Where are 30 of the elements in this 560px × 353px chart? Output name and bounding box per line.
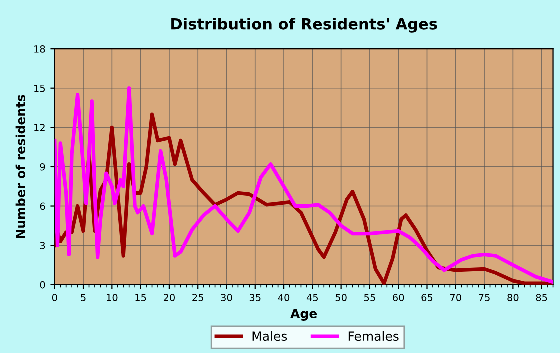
legend-label: Males [252,331,288,342]
x-tick-label: 80 [508,294,519,302]
x-tick-label: 15 [136,294,146,302]
x-tick-label: 20 [164,294,175,302]
x-tick-label: 85 [536,294,548,302]
x-tick-label: 40 [278,294,290,302]
x-tick-label: 10 [107,294,118,302]
y-tick-label: 12 [34,124,45,132]
y-tick-label: 6 [40,202,46,210]
x-tick-label: 35 [250,294,261,302]
y-tick-label: 0 [40,281,46,289]
x-axis-title: Age [290,309,318,321]
x-tick-label: 55 [364,294,376,302]
y-tick-label: 15 [34,84,46,92]
x-tick-label: 50 [336,294,347,302]
x-tick-label: 0 [52,294,58,302]
legend-label: Females [348,331,399,342]
x-tick-label: 30 [221,294,232,302]
x-tick-label: 45 [306,294,318,302]
x-tick-label: 5 [81,294,86,302]
y-tick-label: 3 [40,242,46,250]
y-axis-title: Number of residents [16,95,26,238]
x-tick-label: 65 [422,294,433,302]
y-tick-label: 18 [34,46,46,53]
x-tick-label: 60 [393,294,404,302]
x-tick-label: 70 [450,294,462,302]
x-tick-label: 75 [479,294,490,302]
y-tick-label: 9 [40,163,46,171]
x-tick-label: 25 [192,294,204,302]
chart-title: Distribution of Residents' Ages [172,18,438,33]
